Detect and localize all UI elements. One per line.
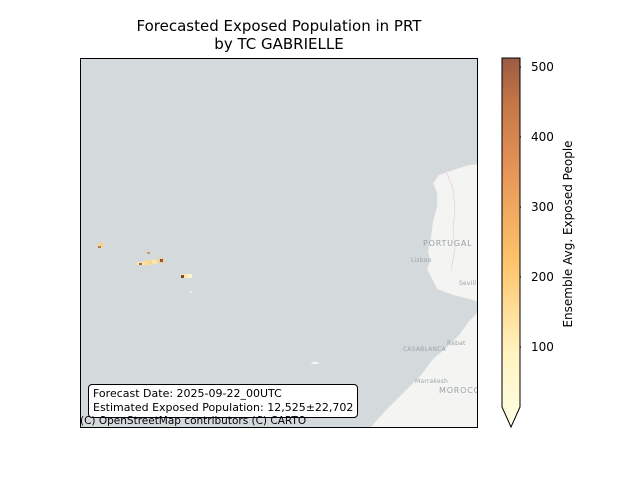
portugal-border [446,172,456,272]
colorbar-tick-200: 200 [531,270,554,284]
estimated-population: Estimated Exposed Population: 12,525±22,… [93,401,354,414]
colorbar-tick-500: 500 [531,60,554,74]
label-casablanca: CASABLANCA [403,346,446,353]
label-rabat: Rabat [447,340,466,347]
basemap [98,163,477,427]
label-seville: Sevill [459,280,477,287]
exposure-cells [98,243,192,278]
map-panel[interactable]: PORTUGAL Lisbon Sevill Rabat CASABLANCA … [80,58,478,428]
colorbar [501,57,521,429]
label-lisbon: Lisbon [411,257,432,264]
colorbar-tick-100: 100 [531,340,554,354]
map-attribution: (C) OpenStreetMap contributors (C) CARTO [80,415,307,427]
colorbar-ramp [501,57,521,429]
colorbar-tick-300: 300 [531,200,554,214]
map-title-line2: by TC GABRIELLE [214,35,344,53]
forecast-date: Forecast Date: 2025-09-22_00UTC [93,387,282,400]
map-title-line1: Forecasted Exposed Population in PRT [136,17,422,35]
colorbar-label: Ensemble Avg. Exposed People [561,140,575,328]
map-title: Forecasted Exposed Population in PRT by … [80,17,478,53]
colorbar-tick-400: 400 [531,130,554,144]
label-portugal: PORTUGAL [423,239,473,248]
iberia-land [426,163,477,302]
north-africa-land [370,312,477,427]
label-morocco: MOROCC [439,386,478,395]
forecast-info-box: Forecast Date: 2025-09-22_00UTC Estimate… [88,384,359,418]
label-marrakesh: Marrakesh [415,378,449,385]
